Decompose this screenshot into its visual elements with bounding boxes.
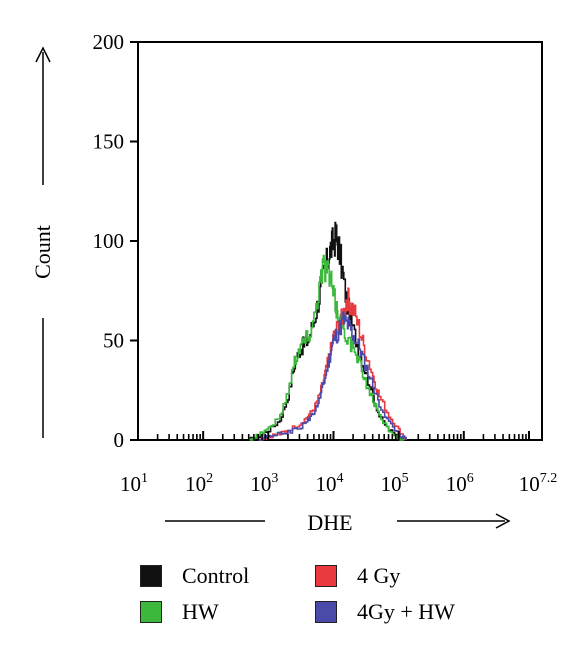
x-tick-label: 101 — [120, 471, 148, 496]
legend: Control 4 Gy HW 4Gy + HW — [140, 560, 540, 630]
legend-label-4gy-hw: 4Gy + HW — [357, 599, 455, 624]
legend-item-control: Control — [140, 563, 249, 589]
x-tick-label: 103 — [250, 471, 278, 496]
y-tick-label: 50 — [103, 329, 124, 353]
series-line-control — [248, 221, 407, 441]
series-line-hw — [248, 254, 407, 441]
x-tick-label: 104 — [315, 471, 343, 496]
y-tick-label: 100 — [93, 229, 125, 253]
x-axis-arrowhead — [495, 513, 511, 529]
y-axis: 0 50 100 150 200 — [93, 30, 138, 452]
legend-item-hw: HW — [140, 599, 219, 625]
series-line-4gy-hw — [258, 311, 407, 441]
y-tick-label: 150 — [93, 130, 125, 154]
legend-item-4gy-hw: 4Gy + HW — [315, 599, 455, 625]
legend-label-4gy: 4 Gy — [357, 563, 401, 588]
x-axis-title: DHE — [307, 510, 352, 535]
x-tick-label: 102 — [185, 471, 213, 496]
x-axis: 101 102 103 104 105 106 107.2 — [120, 431, 557, 496]
histogram-chart: 0 50 100 150 200 101 102 103 104 105 106 107.2 Cou… — [30, 30, 557, 535]
x-tick-label: 105 — [381, 471, 409, 496]
legend-item-4gy: 4 Gy — [315, 563, 400, 589]
series-layer — [248, 221, 407, 441]
y-tick-label: 200 — [93, 30, 125, 54]
legend-swatch-control — [140, 565, 162, 587]
legend-label-hw: HW — [182, 599, 219, 624]
legend-swatch-4gy — [315, 565, 337, 587]
legend-swatch-hw — [140, 601, 162, 623]
legend-swatch-4gy-hw — [315, 601, 337, 623]
x-tick-label: 107.2 — [519, 471, 558, 496]
x-tick-label: 106 — [446, 471, 474, 496]
y-tick-label: 0 — [114, 428, 125, 452]
legend-label-control: Control — [182, 563, 250, 588]
y-axis-title: Count — [30, 225, 55, 279]
y-axis-arrowhead — [35, 46, 51, 63]
